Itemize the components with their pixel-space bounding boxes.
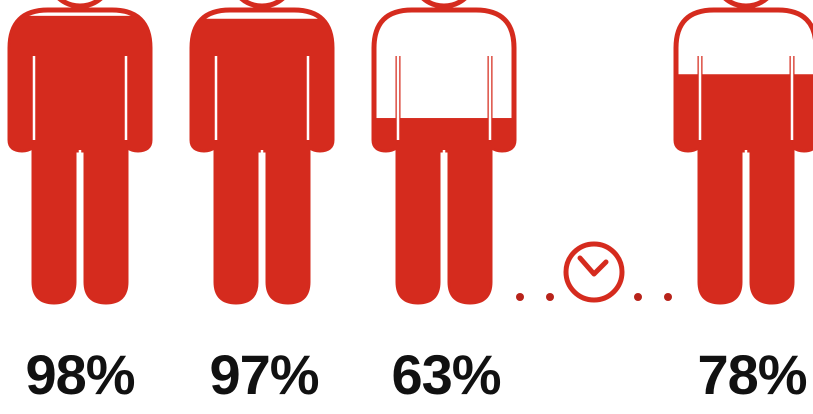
percent-label-1: 98% — [25, 343, 135, 406]
person-figure-3 — [371, 0, 517, 305]
person-figure-2 — [189, 0, 335, 305]
connector-dot — [634, 293, 642, 301]
person-figure-4 — [673, 0, 813, 305]
percent-label-4: 78% — [697, 343, 807, 406]
percent-label-2: 97% — [209, 343, 319, 406]
person-figure-1 — [7, 0, 153, 305]
connector-dot — [516, 293, 524, 301]
percent-label-3: 63% — [391, 343, 501, 406]
connector-dot — [546, 293, 554, 301]
clock-icon — [563, 241, 625, 303]
person-head-icon — [239, 0, 285, 9]
person-head-icon — [57, 0, 103, 9]
person-head-icon — [421, 0, 467, 9]
connector-group — [516, 241, 672, 303]
person-outline — [673, 7, 813, 305]
figures-group — [7, 0, 813, 305]
person-head-icon — [723, 0, 769, 9]
connector-dot — [664, 293, 672, 301]
